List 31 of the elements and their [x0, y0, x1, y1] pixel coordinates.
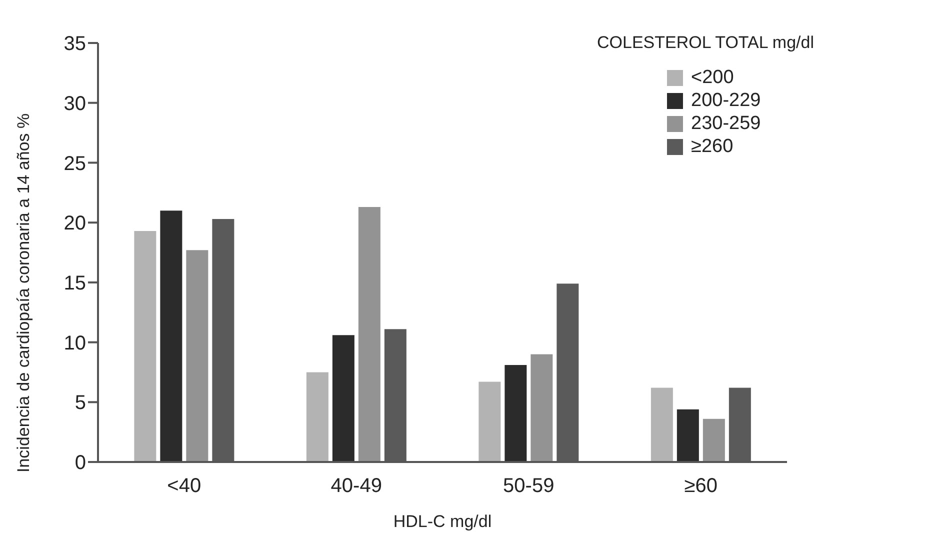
x-axis-title: HDL-C mg/dl [393, 512, 492, 531]
bar [358, 207, 380, 462]
legend-label: 230-259 [691, 113, 761, 135]
bar [478, 382, 501, 462]
bar [504, 365, 527, 462]
y-tick-label: 25 [64, 152, 86, 175]
legend-label: ≥260 [691, 136, 734, 158]
x-tick-label: <40 [167, 475, 202, 498]
bar [530, 354, 553, 462]
legend-label: <200 [691, 67, 734, 89]
x-tick-label: 50-59 [503, 475, 554, 498]
y-tick-label: 30 [64, 92, 86, 115]
bar [134, 230, 156, 462]
y-axis-title: Incidencia de cardiopaía coronaria a 14 años % [14, 113, 34, 472]
bar [160, 210, 182, 462]
bar [676, 409, 699, 462]
bar [650, 388, 673, 462]
x-tick-label: 40-49 [330, 475, 382, 498]
bar [186, 250, 208, 462]
y-tick-label: 0 [74, 452, 86, 474]
y-tick-label: 10 [64, 332, 86, 354]
legend-title: COLESTEROL TOTAL mg/dl [597, 33, 814, 53]
y-tick-label: 15 [64, 272, 86, 295]
x-tick-label: ≥60 [684, 475, 718, 498]
bar [702, 418, 725, 462]
y-tick-label: 20 [64, 212, 86, 235]
legend-label: 200-229 [691, 90, 761, 112]
y-tick-label: 5 [74, 392, 86, 414]
y-tick-label: 35 [64, 33, 86, 56]
bar [306, 372, 328, 462]
bar [332, 335, 354, 462]
